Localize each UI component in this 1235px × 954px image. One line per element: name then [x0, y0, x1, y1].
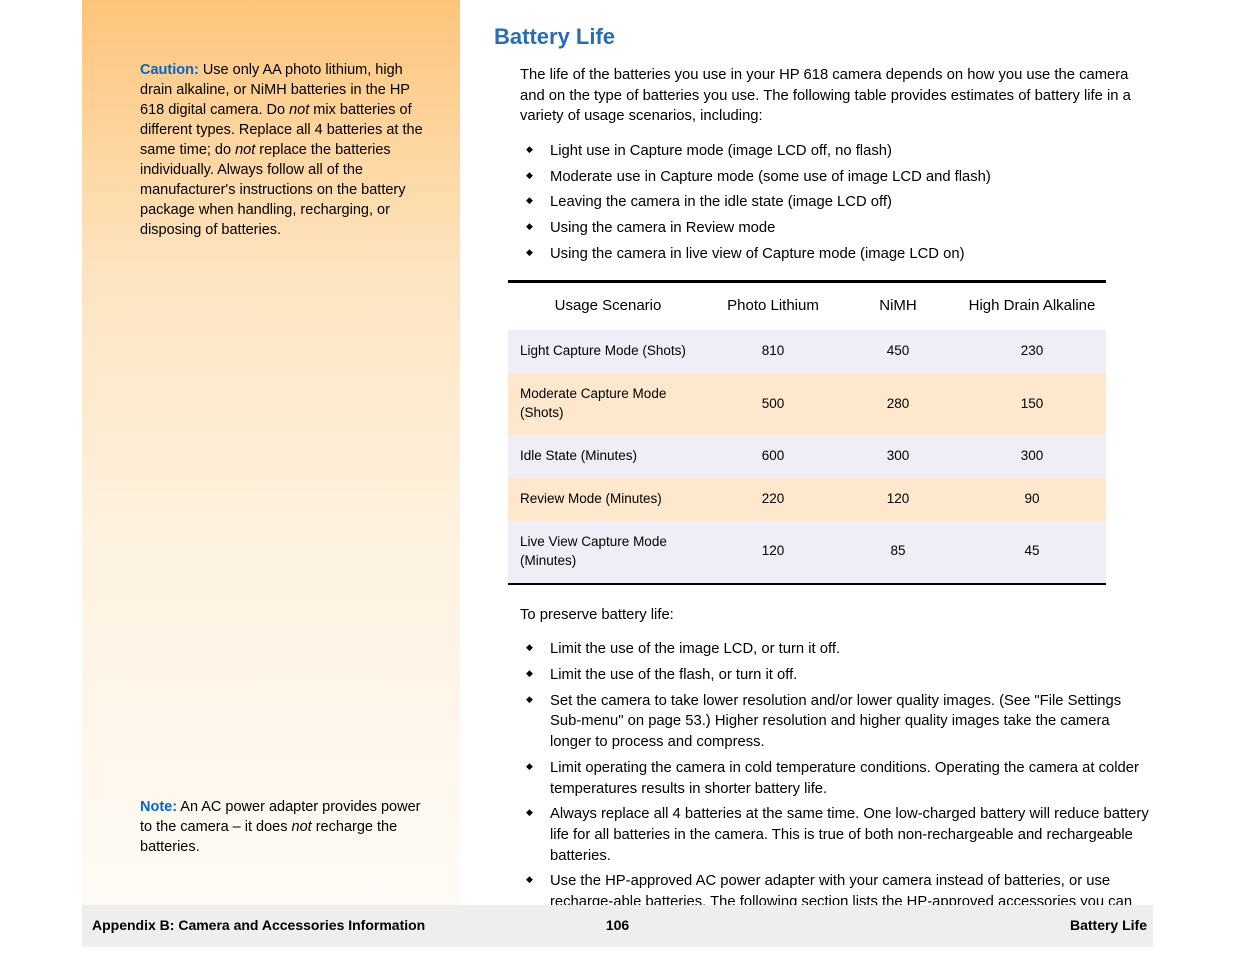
document-page: Caution: Use only AA photo lithium, high…	[0, 0, 1235, 954]
table-row: Idle State (Minutes)600300300	[508, 435, 1106, 478]
table-cell: 150	[958, 373, 1106, 435]
list-item: Light use in Capture mode (image LCD off…	[520, 141, 1154, 162]
preserve-list: Limit the use of the image LCD, or turn …	[520, 639, 1154, 933]
table-cell: Review Mode (Minutes)	[508, 478, 708, 521]
table-header-cell: Usage Scenario	[508, 282, 708, 331]
table-header-cell: Photo Lithium	[708, 282, 838, 331]
table-cell: 280	[838, 373, 958, 435]
intro-paragraph: The life of the batteries you use in you…	[520, 65, 1154, 127]
table-cell: 600	[708, 435, 838, 478]
list-item: Limit the use of the image LCD, or turn …	[520, 639, 1154, 660]
table-cell: Moderate Capture Mode (Shots)	[508, 373, 708, 435]
table-cell: 450	[838, 330, 958, 373]
table-cell: Live View Capture Mode (Minutes)	[508, 521, 708, 584]
preserve-intro: To preserve battery life:	[520, 605, 1154, 626]
note-paragraph: Note: An AC power adapter provides power…	[140, 797, 432, 857]
table-cell: 120	[708, 521, 838, 584]
table-cell: 45	[958, 521, 1106, 584]
page-title: Battery Life	[494, 22, 1154, 53]
list-item: Set the camera to take lower resolution …	[520, 691, 1154, 753]
battery-life-table: Usage ScenarioPhoto LithiumNiMHHigh Drai…	[508, 280, 1106, 584]
list-item: Always replace all 4 batteries at the sa…	[520, 804, 1154, 866]
table-cell: 90	[958, 478, 1106, 521]
table-header-cell: NiMH	[838, 282, 958, 331]
footer-page-number: 106	[82, 916, 1153, 936]
table-cell: 120	[838, 478, 958, 521]
list-item: Using the camera in Review mode	[520, 218, 1154, 239]
table-row: Review Mode (Minutes)22012090	[508, 478, 1106, 521]
table-cell: 230	[958, 330, 1106, 373]
note-label: Note:	[140, 799, 177, 815]
table-row: Light Capture Mode (Shots)810450230	[508, 330, 1106, 373]
caution-label: Caution:	[140, 62, 199, 78]
scenario-list: Light use in Capture mode (image LCD off…	[520, 141, 1154, 265]
sidebar-callout: Caution: Use only AA photo lithium, high…	[82, 0, 460, 905]
table-row: Live View Capture Mode (Minutes)1208545	[508, 521, 1106, 584]
main-content: Battery Life The life of the batteries y…	[494, 22, 1154, 950]
table-cell: 300	[958, 435, 1106, 478]
caution-paragraph: Caution: Use only AA photo lithium, high…	[140, 60, 432, 240]
table-cell: Idle State (Minutes)	[508, 435, 708, 478]
list-item: Moderate use in Capture mode (some use o…	[520, 167, 1154, 188]
page-footer: Appendix B: Camera and Accessories Infor…	[82, 905, 1153, 947]
table-header-row: Usage ScenarioPhoto LithiumNiMHHigh Drai…	[508, 282, 1106, 331]
table-cell: 810	[708, 330, 838, 373]
list-item: Limit operating the camera in cold tempe…	[520, 758, 1154, 799]
list-item: Using the camera in live view of Capture…	[520, 244, 1154, 265]
list-item: Limit the use of the flash, or turn it o…	[520, 665, 1154, 686]
table-row: Moderate Capture Mode (Shots)500280150	[508, 373, 1106, 435]
note-not: not	[292, 819, 312, 835]
table-cell: 220	[708, 478, 838, 521]
caution-not-2: not	[235, 142, 255, 158]
table-cell: 85	[838, 521, 958, 584]
caution-not-1: not	[289, 102, 309, 118]
table-cell: Light Capture Mode (Shots)	[508, 330, 708, 373]
table-cell: 300	[838, 435, 958, 478]
table-cell: 500	[708, 373, 838, 435]
list-item: Leaving the camera in the idle state (im…	[520, 192, 1154, 213]
table-header-cell: High Drain Alkaline	[958, 282, 1106, 331]
